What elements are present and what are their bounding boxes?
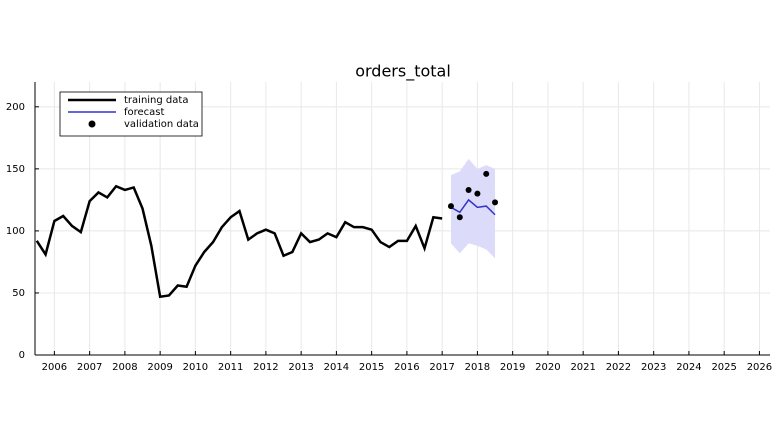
data-point (474, 190, 481, 197)
data-point (492, 199, 499, 206)
data-point (447, 203, 454, 210)
x-tick-label: 2018 (465, 362, 490, 373)
x-tick-label: 2026 (747, 362, 772, 373)
legend-marker (88, 120, 96, 128)
series-line (450, 198, 496, 216)
x-tick-label: 2015 (359, 362, 384, 373)
legend-label: validation data (124, 119, 199, 130)
x-tick-label: 2024 (676, 362, 701, 373)
data-point (465, 186, 472, 193)
x-tick-label: 2022 (606, 362, 631, 373)
x-tick-label: 2025 (711, 362, 736, 373)
x-tick-label: 2012 (253, 362, 278, 373)
x-tick-label: 2019 (500, 362, 525, 373)
x-tick-label: 2021 (570, 362, 595, 373)
x-tick-label: 2023 (641, 362, 666, 373)
chart-title: orders_total (355, 62, 451, 82)
legend-label: forecast (124, 107, 165, 118)
x-tick-label: 2009 (147, 362, 172, 373)
x-tick-label: 2008 (112, 362, 137, 373)
forecast-band (450, 158, 496, 259)
x-tick-label: 2010 (183, 362, 208, 373)
x-tick-label: 2017 (429, 362, 454, 373)
series-line (35, 184, 443, 299)
y-tick-label: 200 (6, 102, 25, 113)
x-tick-label: 2016 (394, 362, 419, 373)
x-tick-label: 2011 (218, 362, 243, 373)
x-tick-label: 2014 (324, 362, 349, 373)
data-point (456, 214, 463, 221)
x-tick-label: 2007 (77, 362, 102, 373)
legend-label: training data (124, 95, 188, 106)
x-tick-label: 2013 (288, 362, 313, 373)
y-tick-label: 150 (6, 164, 25, 175)
y-tick-label: 100 (6, 226, 25, 237)
y-tick-label: 0 (19, 350, 25, 361)
data-point (483, 170, 490, 177)
y-tick-label: 50 (12, 288, 25, 299)
x-tick-label: 2006 (42, 362, 67, 373)
x-tick-label: 2020 (535, 362, 560, 373)
